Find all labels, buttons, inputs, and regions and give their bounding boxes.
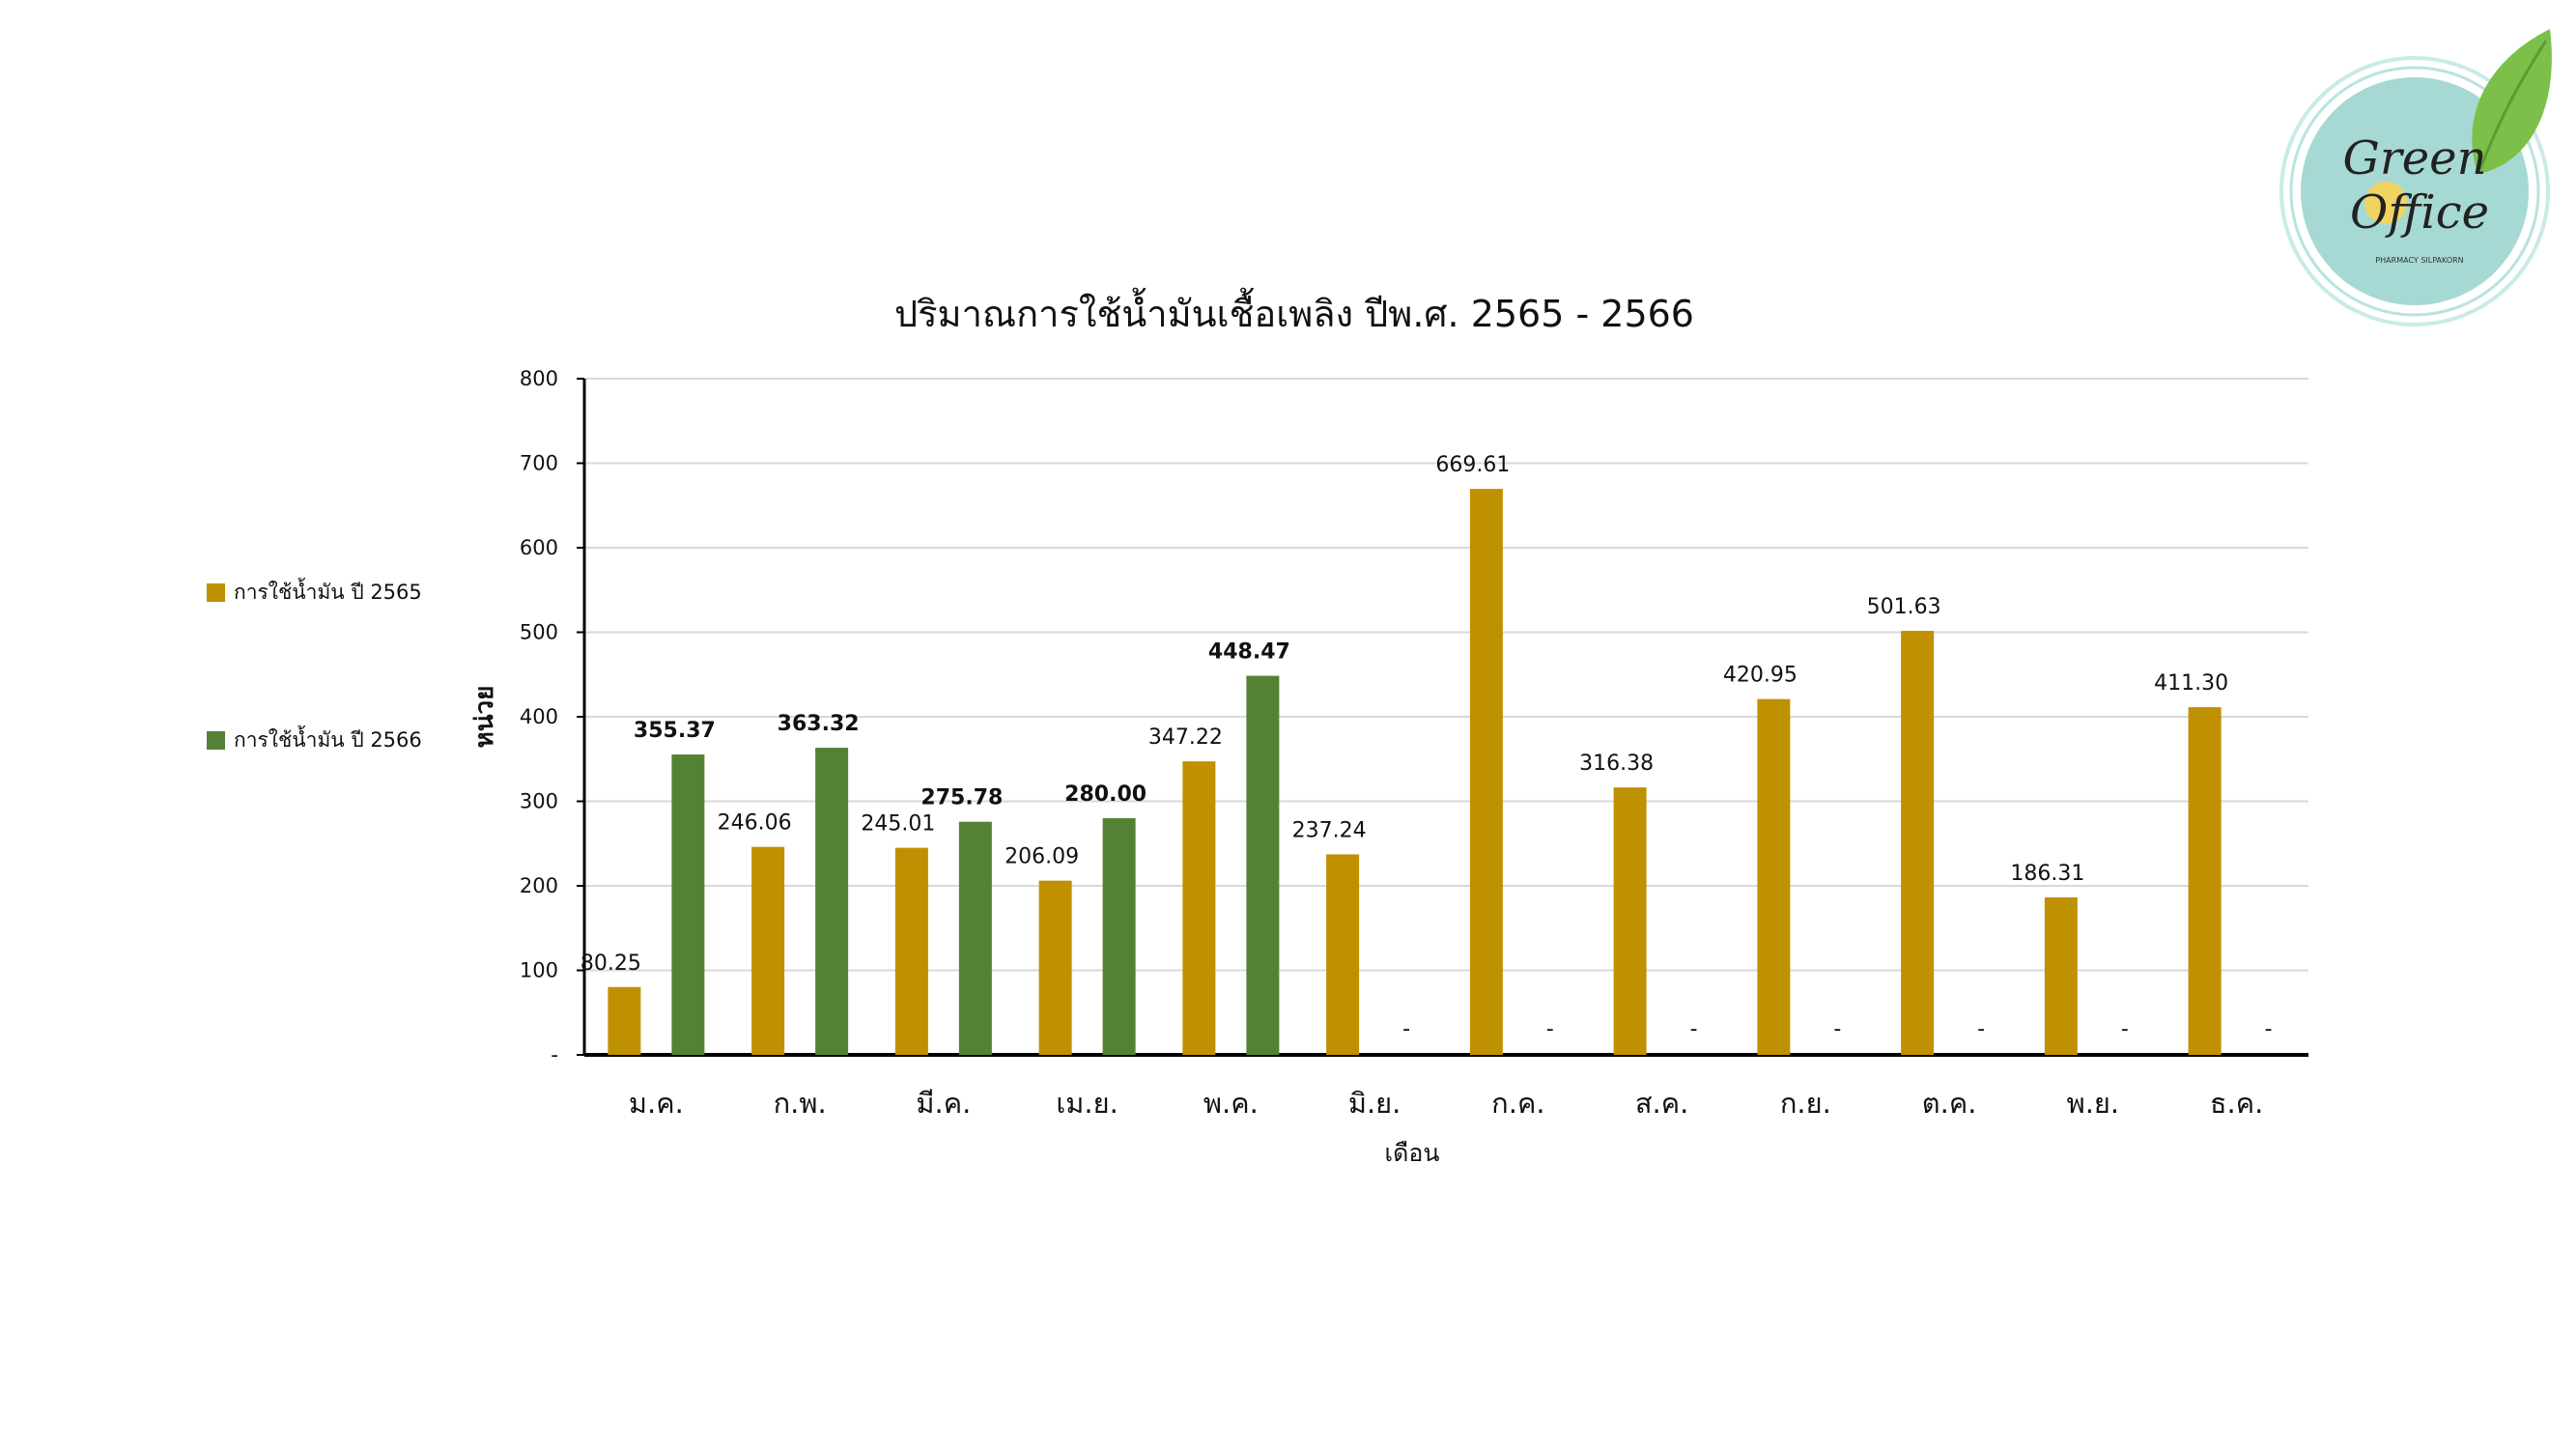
bars <box>608 489 2222 1055</box>
y-tick-label: - <box>551 1043 558 1066</box>
data-label: 245.01 <box>861 812 935 837</box>
chart-title: ปริมาณการใช้น้ำมันเชื้อเพลิง ปีพ.ศ. 2565… <box>894 287 1694 335</box>
legend-swatch-2566 <box>207 731 225 750</box>
data-label: 347.22 <box>1148 725 1223 750</box>
data-label: 275.78 <box>920 786 1003 810</box>
data-label: 186.31 <box>2010 862 2084 886</box>
logo-outer-ring <box>2279 56 2550 327</box>
data-label: 316.38 <box>1579 752 1654 776</box>
x-tick-labels: ม.ค. ก.พ. มี.ค. เม.ย. พ.ค. มิ.ย. ก.ค. ส.ค. ก.ย. ต… <box>629 1087 2264 1120</box>
data-label: - <box>1402 1017 1410 1041</box>
y-tick-labels: - 100 200 300 400 500 600 700 800 <box>520 367 558 1066</box>
gridlines <box>577 378 2308 1056</box>
x-tick-label: ก.พ. <box>774 1087 827 1120</box>
data-label: 448.47 <box>1208 640 1290 665</box>
x-tick-label: พ.ย. <box>2067 1087 2120 1120</box>
x-tick-label: ม.ค. <box>629 1087 684 1120</box>
legend-swatch-2565 <box>207 583 225 602</box>
bar <box>1038 880 1072 1055</box>
data-label: 363.32 <box>778 712 860 736</box>
logo-dot <box>2364 182 2407 224</box>
data-label: 206.09 <box>1005 845 1079 869</box>
x-tick-label: ส.ค. <box>1635 1087 1689 1120</box>
x-tick-label: พ.ค. <box>1203 1087 1259 1120</box>
logo-circle <box>2301 77 2529 305</box>
y-tick-label: 500 <box>520 621 558 644</box>
logo-text-office: Office <box>2350 185 2489 240</box>
data-label: 501.63 <box>1867 595 1941 619</box>
bar <box>671 754 705 1055</box>
legend-item-2566: การใช้น้ำมัน ปี 2566 <box>207 724 422 756</box>
y-axis-label: หน่วย <box>470 686 499 749</box>
bar <box>1246 675 1280 1055</box>
x-tick-label: ก.ค. <box>1491 1087 1544 1120</box>
data-label: 237.24 <box>1292 818 1367 842</box>
bar <box>2188 707 2222 1055</box>
legend-label-2566: การใช้น้ำมัน ปี 2566 <box>234 728 422 752</box>
x-tick-label: ธ.ค. <box>2210 1087 2264 1120</box>
x-axis-label: เดือน <box>1385 1139 1440 1167</box>
data-label: - <box>2121 1017 2129 1041</box>
data-label: 420.95 <box>1723 664 1798 688</box>
bar <box>1757 698 1791 1055</box>
bar <box>1102 818 1136 1055</box>
bar <box>958 821 992 1055</box>
bar <box>1613 787 1647 1055</box>
bar <box>751 846 785 1055</box>
bar <box>1326 854 1360 1055</box>
x-tick-label: ก.ย. <box>1780 1087 1831 1120</box>
logo-text-green: Green <box>2342 131 2486 185</box>
data-label: - <box>1977 1017 1985 1041</box>
logo-ring <box>2289 66 2540 317</box>
logo-tagline: PHARMACY SILPAKORN <box>2375 256 2463 265</box>
green-office-logo: Green Office PHARMACY SILPAKORN <box>2279 29 2552 327</box>
y-tick-label: 600 <box>520 536 558 559</box>
legend-label-2565: การใช้น้ำมัน ปี 2565 <box>234 581 422 604</box>
data-label: - <box>2265 1017 2273 1041</box>
y-tick-label: 200 <box>520 874 558 897</box>
y-tick-label: 800 <box>520 367 558 390</box>
bar <box>608 986 641 1055</box>
axes <box>582 379 2308 1057</box>
y-tick-label: 300 <box>520 790 558 813</box>
data-label: - <box>1546 1017 1554 1041</box>
x-tick-label: มี.ค. <box>916 1087 971 1120</box>
x-tick-label: ต.ค. <box>1922 1087 1977 1120</box>
data-label: 80.25 <box>580 952 641 976</box>
y-tick-label: 100 <box>520 959 558 982</box>
legend-item-2565: การใช้น้ำมัน ปี 2565 <box>207 577 422 609</box>
data-label: 669.61 <box>1435 453 1510 477</box>
bar <box>1469 489 1503 1055</box>
x-tick-label: เม.ย. <box>1056 1087 1118 1120</box>
data-label: 246.06 <box>718 811 792 836</box>
bar <box>894 847 928 1055</box>
x-tick-label: มิ.ย. <box>1348 1087 1401 1120</box>
data-label: 280.00 <box>1064 782 1146 807</box>
bar <box>1182 761 1216 1055</box>
data-label: - <box>1690 1017 1698 1041</box>
leaf-vein <box>2478 40 2548 170</box>
data-label: - <box>1833 1017 1841 1041</box>
y-tick-label: 400 <box>520 705 558 728</box>
y-tick-label: 700 <box>520 452 558 475</box>
bar <box>2044 896 2078 1055</box>
data-label: 411.30 <box>2154 671 2228 696</box>
bar <box>815 748 849 1055</box>
data-label: 355.37 <box>634 719 716 743</box>
bar <box>1901 631 1935 1055</box>
